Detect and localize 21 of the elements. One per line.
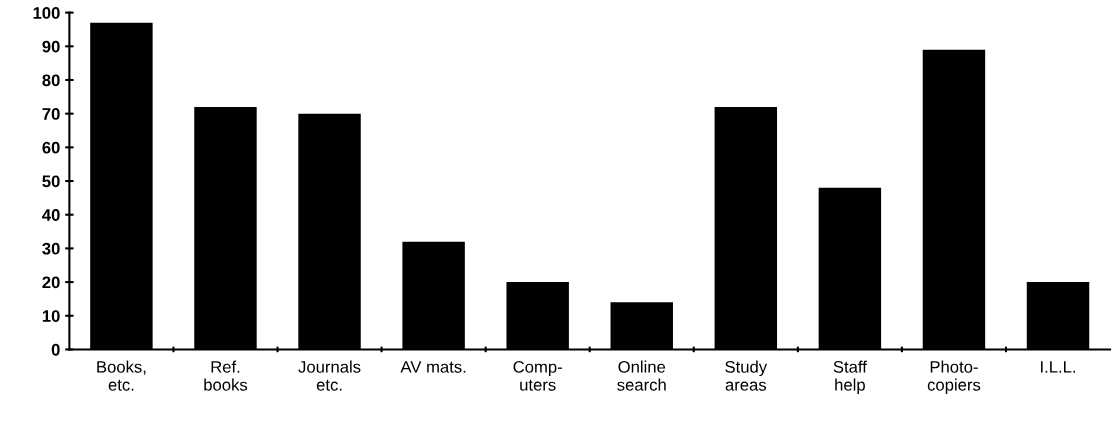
x-tick-label: AV mats. xyxy=(400,361,466,373)
y-tick-label: 50 xyxy=(42,175,60,188)
y-tick-label: 90 xyxy=(42,40,60,53)
y-tick-label: 30 xyxy=(42,242,60,255)
x-tick-label: Online search xyxy=(617,360,666,391)
x-tick-label: I.L.L. xyxy=(1041,361,1076,373)
x-tick-label: Photo- copiers xyxy=(927,360,981,395)
x-tick-label: Journals etc. xyxy=(298,360,361,391)
y-tick-label: 40 xyxy=(42,209,60,221)
x-tick-label: Ref. books xyxy=(204,360,248,391)
x-tick-label: Study areas xyxy=(725,360,768,391)
y-tick-label: 60 xyxy=(42,141,60,154)
y-tick-label: 20 xyxy=(42,276,60,289)
y-tick-label: 80 xyxy=(42,74,60,87)
y-tick-label: 100 xyxy=(33,7,60,19)
y-tick-label: 70 xyxy=(42,108,60,120)
y-tick-label: 0 xyxy=(51,343,60,356)
y-tick-label: 10 xyxy=(42,310,60,322)
x-tick-label: Staff help xyxy=(833,360,867,395)
x-tick-label: Comp- uters xyxy=(513,360,562,391)
x-tick-label: Books, etc. xyxy=(97,360,146,391)
